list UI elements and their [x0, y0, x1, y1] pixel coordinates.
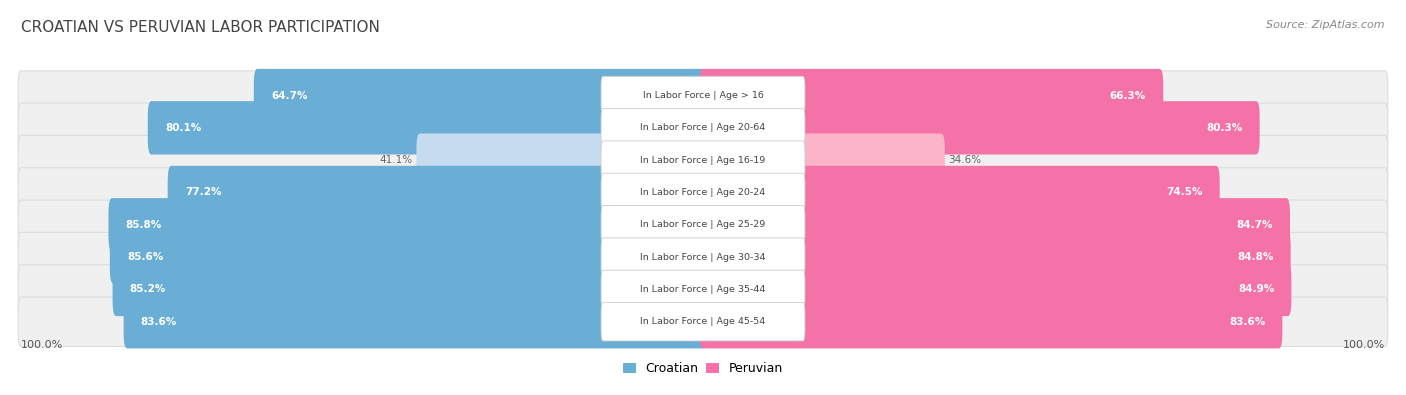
Text: 34.6%: 34.6% [948, 155, 981, 165]
FancyBboxPatch shape [112, 263, 706, 316]
FancyBboxPatch shape [600, 173, 806, 212]
Text: In Labor Force | Age > 16: In Labor Force | Age > 16 [643, 91, 763, 100]
FancyBboxPatch shape [600, 238, 806, 276]
Text: In Labor Force | Age 35-44: In Labor Force | Age 35-44 [640, 285, 766, 294]
Text: Source: ZipAtlas.com: Source: ZipAtlas.com [1267, 20, 1385, 30]
FancyBboxPatch shape [18, 297, 1388, 346]
Text: In Labor Force | Age 20-64: In Labor Force | Age 20-64 [640, 123, 766, 132]
FancyBboxPatch shape [18, 135, 1388, 185]
Text: In Labor Force | Age 25-29: In Labor Force | Age 25-29 [640, 220, 766, 229]
Text: In Labor Force | Age 16-19: In Labor Force | Age 16-19 [640, 156, 766, 165]
Text: 41.1%: 41.1% [380, 155, 413, 165]
FancyBboxPatch shape [700, 198, 1289, 252]
Text: 64.7%: 64.7% [271, 90, 308, 100]
Legend: Croatian, Peruvian: Croatian, Peruvian [623, 363, 783, 376]
Text: 83.6%: 83.6% [141, 317, 177, 327]
FancyBboxPatch shape [700, 166, 1220, 219]
FancyBboxPatch shape [700, 230, 1291, 284]
FancyBboxPatch shape [18, 71, 1388, 120]
Text: 100.0%: 100.0% [21, 340, 63, 350]
Text: In Labor Force | Age 20-24: In Labor Force | Age 20-24 [640, 188, 766, 197]
FancyBboxPatch shape [600, 303, 806, 341]
FancyBboxPatch shape [600, 141, 806, 179]
FancyBboxPatch shape [700, 69, 1163, 122]
FancyBboxPatch shape [600, 205, 806, 244]
FancyBboxPatch shape [18, 200, 1388, 250]
FancyBboxPatch shape [110, 230, 706, 284]
Text: 84.9%: 84.9% [1237, 284, 1274, 294]
FancyBboxPatch shape [148, 101, 706, 154]
Text: 85.8%: 85.8% [125, 220, 162, 230]
FancyBboxPatch shape [700, 263, 1291, 316]
FancyBboxPatch shape [18, 168, 1388, 217]
FancyBboxPatch shape [18, 232, 1388, 282]
FancyBboxPatch shape [254, 69, 706, 122]
Text: 84.7%: 84.7% [1236, 220, 1272, 230]
FancyBboxPatch shape [600, 109, 806, 147]
FancyBboxPatch shape [18, 265, 1388, 314]
FancyBboxPatch shape [108, 198, 706, 252]
Text: 85.6%: 85.6% [127, 252, 163, 262]
FancyBboxPatch shape [124, 295, 706, 348]
FancyBboxPatch shape [18, 103, 1388, 152]
Text: 80.1%: 80.1% [165, 123, 201, 133]
FancyBboxPatch shape [700, 101, 1260, 154]
FancyBboxPatch shape [600, 76, 806, 115]
Text: In Labor Force | Age 30-34: In Labor Force | Age 30-34 [640, 253, 766, 261]
Text: 84.8%: 84.8% [1237, 252, 1274, 262]
FancyBboxPatch shape [600, 270, 806, 308]
FancyBboxPatch shape [416, 134, 706, 187]
Text: 80.3%: 80.3% [1206, 123, 1243, 133]
FancyBboxPatch shape [167, 166, 706, 219]
Text: 100.0%: 100.0% [1343, 340, 1385, 350]
Text: 74.5%: 74.5% [1166, 188, 1202, 198]
Text: 85.2%: 85.2% [129, 284, 166, 294]
Text: 66.3%: 66.3% [1109, 90, 1146, 100]
Text: 83.6%: 83.6% [1229, 317, 1265, 327]
FancyBboxPatch shape [700, 295, 1282, 348]
FancyBboxPatch shape [700, 134, 945, 187]
Text: In Labor Force | Age 45-54: In Labor Force | Age 45-54 [640, 317, 766, 326]
Text: CROATIAN VS PERUVIAN LABOR PARTICIPATION: CROATIAN VS PERUVIAN LABOR PARTICIPATION [21, 20, 380, 35]
Text: 77.2%: 77.2% [186, 188, 221, 198]
